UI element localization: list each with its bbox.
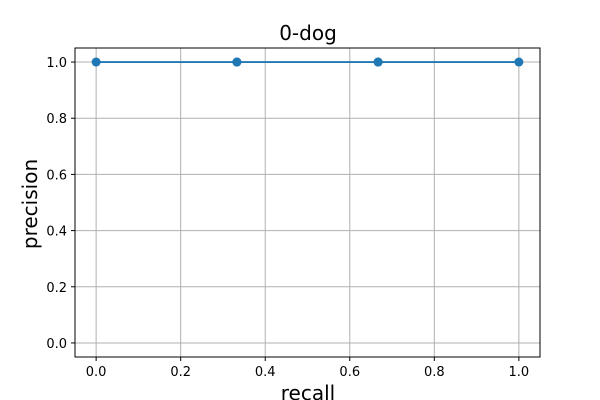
x-tick-label: 0.2 xyxy=(170,365,191,380)
data-point xyxy=(232,57,242,67)
x-tick-label: 1.0 xyxy=(509,365,530,380)
y-tick-label: 1.0 xyxy=(46,56,67,71)
y-axis-title: precision xyxy=(18,159,42,249)
x-tick-label: 0.8 xyxy=(424,365,445,380)
y-tick-label: 0.2 xyxy=(46,281,67,296)
x-tick-label: 0.0 xyxy=(86,365,107,380)
plot-frame xyxy=(74,47,541,358)
y-tick-label: 0.0 xyxy=(46,337,67,352)
data-point xyxy=(514,57,524,67)
x-tick-label: 0.4 xyxy=(255,365,276,380)
series-layer xyxy=(91,57,524,67)
grid xyxy=(75,48,540,357)
x-tick-label: 0.6 xyxy=(339,365,360,380)
y-tick-label: 0.8 xyxy=(46,112,67,127)
data-point xyxy=(91,57,101,67)
chart-title: 0-dog xyxy=(279,21,337,45)
y-tick-label: 0.4 xyxy=(46,225,67,240)
axis-ticks: 0.0 0.2 0.4 0.6 0.8 1.0 0.0 0.2 0.4 0.6 0.8 1.0 xyxy=(46,56,529,380)
data-point xyxy=(373,57,383,67)
y-tick-label: 0.6 xyxy=(46,168,67,183)
x-axis-title: recall xyxy=(281,381,335,400)
